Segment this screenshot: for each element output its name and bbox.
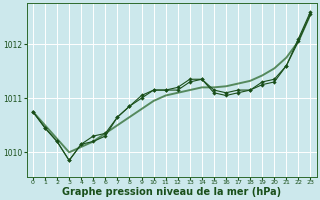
X-axis label: Graphe pression niveau de la mer (hPa): Graphe pression niveau de la mer (hPa): [62, 187, 281, 197]
